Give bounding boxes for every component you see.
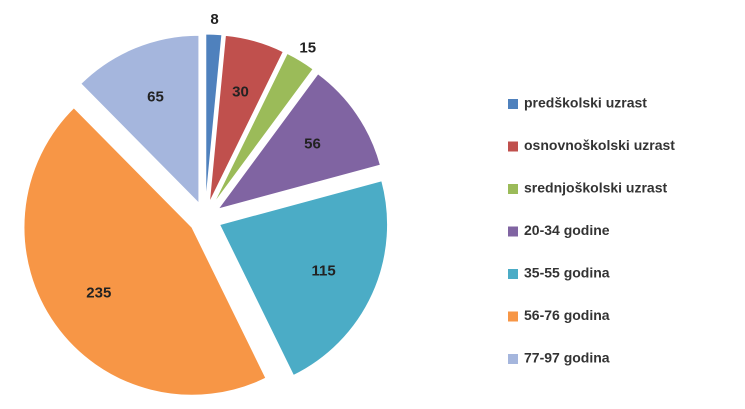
legend-swatch: [508, 141, 518, 152]
legend-swatch: [508, 269, 518, 279]
data-label: 56: [304, 135, 321, 152]
data-label: 30: [232, 84, 249, 101]
legend-label: 77-97 godina: [524, 350, 610, 366]
pie-slice: [212, 52, 314, 205]
pie-slice: [205, 33, 223, 203]
pie-slice: [80, 34, 200, 205]
pie-slice: [23, 107, 267, 396]
legend-label: osnovnoškolski uzrast: [524, 137, 675, 153]
legend-label: 56-76 godina: [524, 307, 610, 323]
legend-swatch: [508, 184, 518, 194]
pie-slice: [218, 180, 389, 377]
pie-slice: [208, 34, 284, 203]
legend-label: predškolski uzrast: [524, 95, 647, 111]
data-label: 15: [299, 40, 316, 57]
legend-swatch: [508, 226, 518, 237]
pie-slice: [216, 73, 382, 210]
legend-swatch: [508, 354, 518, 364]
data-label: 235: [86, 284, 111, 301]
legend-label: 35-55 godina: [524, 265, 610, 281]
legend-label: srednjoškolski uzrast: [524, 180, 668, 196]
data-label: 115: [312, 263, 336, 280]
legend-swatch: [508, 311, 518, 322]
data-label: 8: [210, 11, 218, 28]
legend-swatch: [508, 99, 518, 109]
data-label: 65: [147, 88, 164, 105]
legend-label: 20-34 godine: [524, 222, 610, 238]
